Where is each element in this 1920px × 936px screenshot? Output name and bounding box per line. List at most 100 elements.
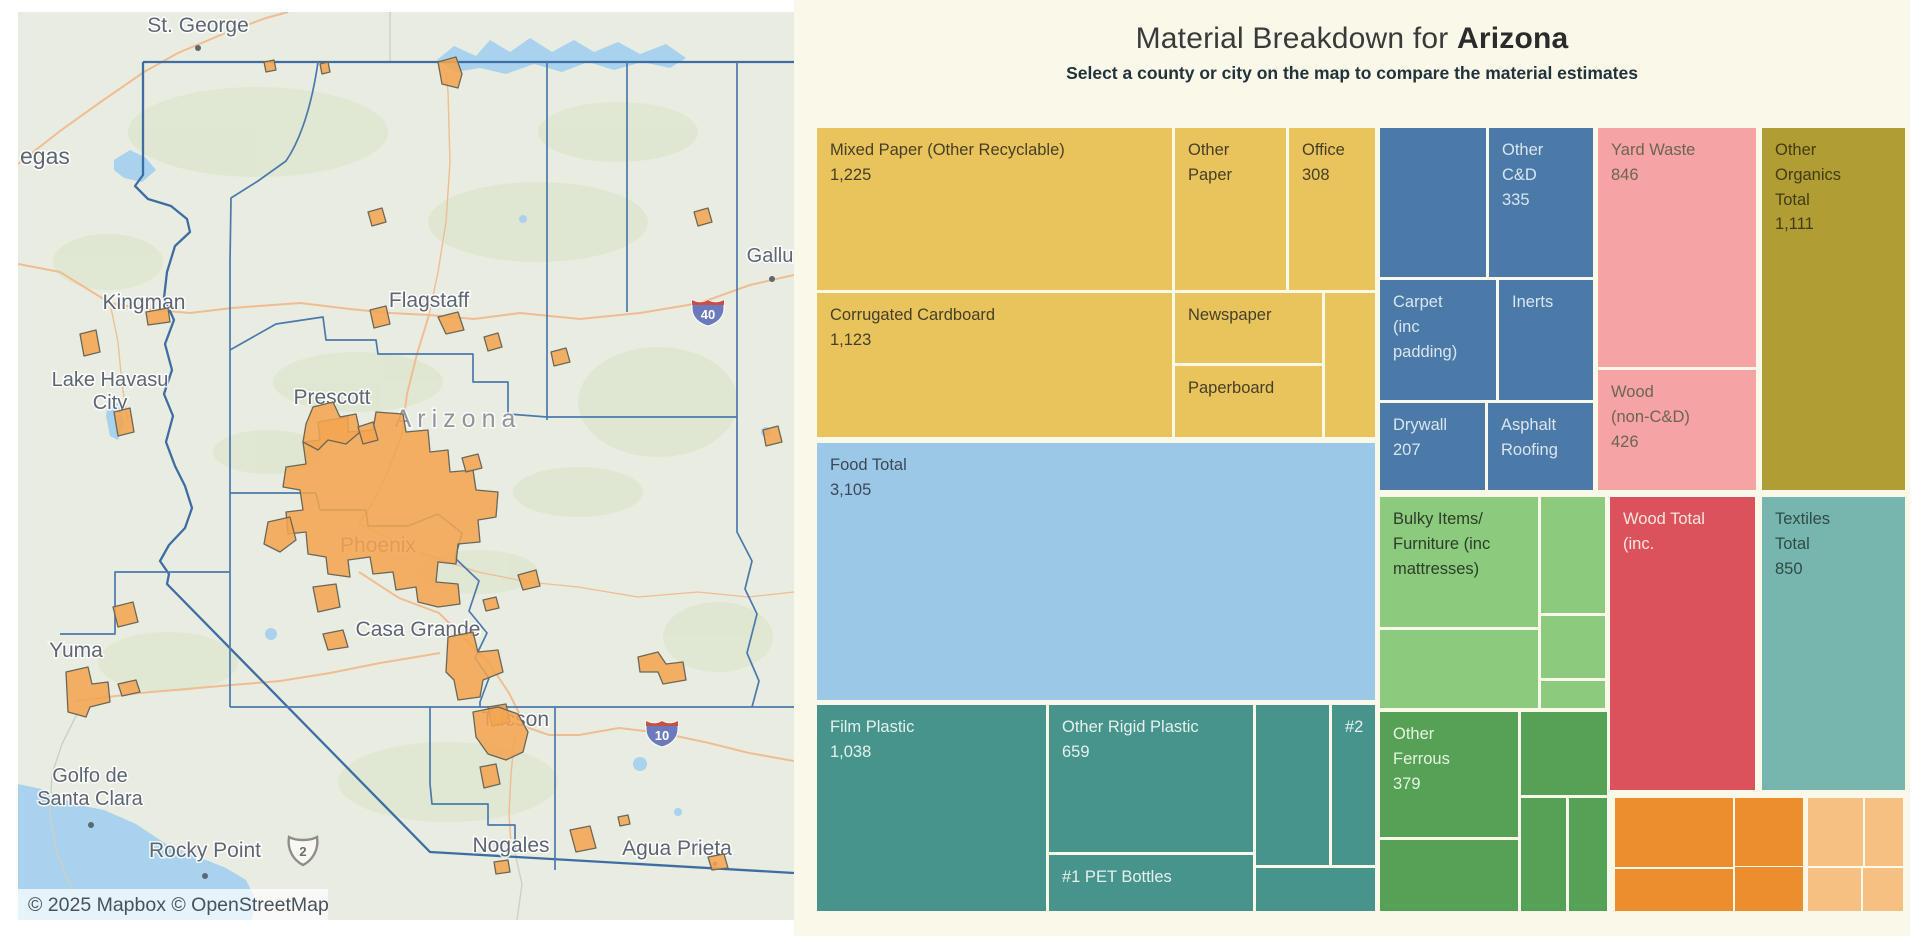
treemap-cell-ferrous-sub-c[interactable] xyxy=(1521,798,1566,911)
treemap-cell-ferrous-sub-b[interactable] xyxy=(1521,712,1607,795)
city-polygons[interactable] xyxy=(65,56,783,875)
treemap-cell-yard-waste[interactable]: Yard Waste 846 xyxy=(1598,128,1756,367)
road-to-page xyxy=(428,71,451,316)
treemap-cell-glass-c[interactable] xyxy=(1808,868,1861,911)
treemap-cell-ferrous-sub-a[interactable] xyxy=(1380,840,1518,911)
yuma-polygon[interactable] xyxy=(65,666,111,718)
label-rocky-point: Rocky Point xyxy=(149,839,261,862)
county-borders xyxy=(60,61,794,870)
treemap-cell-cd-other-large[interactable] xyxy=(1380,128,1486,277)
treemap-cell-label: Drywall xyxy=(1393,416,1448,434)
treemap-cell-carpet[interactable]: Carpet (inc padding) xyxy=(1380,280,1496,400)
title-prefix: Material Breakdown for xyxy=(1135,22,1457,55)
interstate-10-shield-icon: 10 xyxy=(645,720,679,748)
treemap-cell-value: 308 xyxy=(1302,165,1330,184)
treemap-cell-pet-bottles[interactable]: #1 PET Bottles xyxy=(1049,855,1253,911)
treemap-cell-nonferrous-d[interactable] xyxy=(1735,867,1803,911)
treemap-cell-wood-non-cd[interactable]: Wood (non-C&D) 426 xyxy=(1598,370,1756,490)
treemap-cell-hdpe-2[interactable]: #2 xyxy=(1332,705,1375,865)
treemap-cell-label: Office xyxy=(1302,141,1345,159)
treemap-cell-label: Asphalt Roofing xyxy=(1501,416,1558,459)
treemap-cell-label: Mixed Paper (Other Recyclable) xyxy=(830,141,1065,159)
treemap-cell-nonferrous-a[interactable] xyxy=(1615,798,1733,867)
treemap-cell-other-paper[interactable]: Other Paper xyxy=(1175,128,1286,290)
label-las-vegas: egas xyxy=(20,143,70,169)
nogales-polygon[interactable] xyxy=(493,859,511,875)
treemap-cell-label: Food Total xyxy=(830,456,907,474)
treemap-cell-label: Other C&D xyxy=(1502,141,1544,184)
casa-grande-polygon[interactable] xyxy=(445,631,504,701)
treemap-cell-textiles-total[interactable]: Textiles Total 850 xyxy=(1762,497,1905,790)
treemap-cell-glass-d[interactable] xyxy=(1863,868,1903,911)
treemap-cell-plastic-sub-a[interactable] xyxy=(1256,705,1329,865)
treemap-cell-label: Wood (non-C&D) xyxy=(1611,383,1690,426)
terrain-patches xyxy=(53,87,773,822)
arizona-map[interactable]: St. George egas Kingman Lake Havasu City… xyxy=(17,11,795,921)
interstate-40-road xyxy=(17,263,795,321)
treemap-cell-glass-a[interactable] xyxy=(1808,798,1863,866)
treemap-cell-bulky-sub-b[interactable] xyxy=(1541,497,1605,613)
treemap-cell-label: Other Paper xyxy=(1188,141,1233,184)
treemap-cell-mixed-paper[interactable]: Mixed Paper (Other Recyclable) 1,225 xyxy=(817,128,1172,290)
svg-text:40: 40 xyxy=(701,307,715,322)
treemap-cell-nonferrous-c[interactable] xyxy=(1615,869,1733,911)
treemap-cell-value: 1,225 xyxy=(830,165,872,184)
treemap-cell-food-total[interactable]: Food Total 3,105 xyxy=(817,443,1375,700)
flagstaff-polygon[interactable] xyxy=(437,311,465,335)
treemap-cell-wood-total[interactable]: Wood Total (inc. xyxy=(1610,497,1755,790)
treemap-cell-office-paper[interactable]: Office 308 xyxy=(1289,128,1375,290)
water-bodies xyxy=(18,38,771,920)
interstate-40-shield-icon: 40 xyxy=(691,299,725,327)
arizona-map-svg: St. George egas Kingman Lake Havasu City… xyxy=(17,11,795,921)
treemap-cell-label: Corrugated Cardboard xyxy=(830,306,996,324)
treemap-cell-value: 379 xyxy=(1393,774,1421,793)
label-flagstaff: Flagstaff xyxy=(389,289,469,312)
treemap-cell-newspaper[interactable]: Newspaper xyxy=(1175,293,1322,363)
treemap-cell-bulky-items[interactable]: Bulky Items/ Furniture (inc mattresses) xyxy=(1380,497,1538,627)
treemap-cell-film-plastic[interactable]: Film Plastic 1,038 xyxy=(817,705,1046,911)
treemap-cell-nonferrous-b[interactable] xyxy=(1735,798,1803,866)
treemap-cell-inerts[interactable]: Inerts xyxy=(1499,280,1593,400)
treemap-cell-other-organics-total[interactable]: Other Organics Total 1,111 xyxy=(1762,128,1905,490)
treemap-cell-other-cd[interactable]: Other C&D 335 xyxy=(1489,128,1593,277)
interstate-10-road xyxy=(358,571,795,762)
treemap-cell-label: Newspaper xyxy=(1188,306,1272,324)
tucson-polygon[interactable] xyxy=(472,706,529,761)
treemap-cell-bulky-sub-a[interactable] xyxy=(1380,630,1538,708)
treemap-cell-value: 3,105 xyxy=(830,480,872,499)
lake-havasu-city-polygon[interactable] xyxy=(113,407,135,437)
treemap-cell-ferrous-sub-d[interactable] xyxy=(1569,798,1607,911)
breakdown-panel: Material Breakdown for Arizona Select a … xyxy=(794,0,1910,936)
phoenix-metro-polygon[interactable] xyxy=(282,411,499,608)
treemap-cell-drywall[interactable]: Drywall 207 xyxy=(1380,403,1485,490)
treemap-cell-other-ferrous[interactable]: Other Ferrous 379 xyxy=(1380,712,1518,837)
label-lake-havasu: Lake Havasu xyxy=(52,369,169,391)
lake-mead xyxy=(114,150,156,182)
label-st-george: St. George xyxy=(147,14,249,37)
treemap-cell-paperboard[interactable]: Paperboard xyxy=(1175,366,1322,437)
treemap-cell-paper-other[interactable] xyxy=(1325,293,1375,437)
kingman-polygon[interactable] xyxy=(145,307,171,326)
treemap-cell-value: 335 xyxy=(1502,190,1530,209)
treemap-cell-other-rigid-plastic[interactable]: Other Rigid Plastic 659 xyxy=(1049,705,1253,852)
treemap-cell-label: Wood Total (inc. xyxy=(1623,510,1705,553)
page-polygon[interactable] xyxy=(437,56,463,89)
panel-header: Material Breakdown for Arizona Select a … xyxy=(794,0,1910,84)
prescott-polygon[interactable] xyxy=(302,401,361,451)
treemap-cell-bulky-sub-d[interactable] xyxy=(1541,681,1605,708)
treemap-cell-label: #1 PET Bottles xyxy=(1062,868,1172,886)
treemap-cell-bulky-sub-c[interactable] xyxy=(1541,616,1605,678)
treemap-cell-asphalt-roofing[interactable]: Asphalt Roofing xyxy=(1488,403,1593,490)
treemap-cell-value: 659 xyxy=(1062,742,1090,761)
label-santa-clara: Santa Clara xyxy=(37,788,143,810)
treemap-cell-label: Carpet (inc padding) xyxy=(1393,293,1458,361)
treemap-cell-label: Bulky Items/ Furniture (inc mattresses) xyxy=(1393,510,1491,578)
treemap-cell-glass-b[interactable] xyxy=(1865,798,1903,866)
treemap-cell-value: 207 xyxy=(1393,440,1421,459)
treemap-cell-value: 1,111 xyxy=(1775,215,1814,234)
treemap-cell-corrugated-cardboard[interactable]: Corrugated Cardboard 1,123 xyxy=(817,293,1172,437)
treemap-cell-value: 1,123 xyxy=(830,330,872,349)
treemap-cell-label: Inerts xyxy=(1512,293,1554,311)
title-state: Arizona xyxy=(1456,22,1569,55)
treemap-cell-plastic-sub-b[interactable] xyxy=(1256,868,1375,911)
